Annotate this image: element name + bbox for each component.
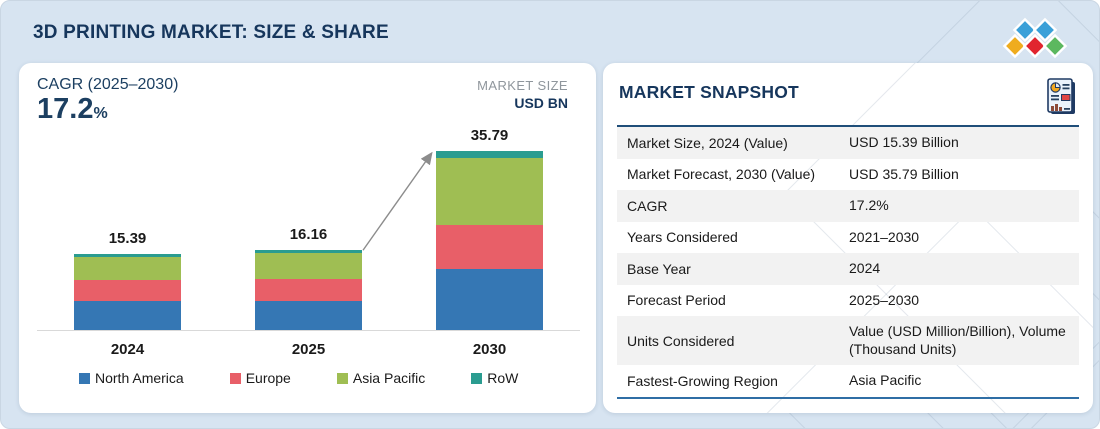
legend-item-asia-pacific: Asia Pacific: [336, 370, 426, 387]
bar-total-label: 35.79: [470, 127, 509, 145]
bar-segment-europe: [255, 279, 362, 301]
bar-column: 15.39 2024: [37, 124, 218, 358]
market-size-label: MARKET SIZE: [477, 78, 568, 93]
bar-segment-row: [436, 151, 543, 159]
brand-logo: [997, 17, 1073, 72]
bar-column: 16.16 2025: [218, 124, 399, 358]
snapshot-row-label: CAGR: [627, 197, 668, 214]
cagr-label: CAGR (2025–2030): [37, 76, 179, 93]
market-size-unit: USD BN: [514, 95, 568, 111]
legend-swatch: [229, 372, 241, 384]
bar-column: 35.79 2030: [399, 124, 580, 358]
legend-swatch: [336, 372, 348, 384]
stacked-bar-chart: 15.39 2024 16.16 2025 35.79 2030: [37, 124, 580, 358]
snapshot-row-value: Value (USD Million/Billion), Volume (Tho…: [849, 323, 1066, 357]
stacked-bar: [436, 151, 543, 331]
snapshot-row: Market Size, 2024 (Value) USD 15.39 Billi…: [617, 127, 1079, 159]
snapshot-row: Fastest-Growing Region Asia Pacific: [617, 365, 1079, 397]
snapshot-row-value: Asia Pacific: [849, 372, 922, 388]
market-size-unit-block: MARKET SIZE USD BN: [477, 76, 568, 124]
snapshot-row-value: USD 15.39 Billion: [849, 134, 959, 150]
snapshot-row-label: Units Considered: [627, 332, 735, 349]
snapshot-row: Units Considered Value (USD Million/Billi…: [617, 316, 1079, 365]
bar-segment-asia-pacific: [74, 257, 181, 281]
snapshot-row-label: Fastest-Growing Region: [627, 372, 778, 389]
bar-segment-row: [255, 249, 362, 254]
cagr-value: 17.2%: [37, 94, 178, 124]
bar-segment-row: [74, 253, 181, 258]
bar-segment-north-america: [255, 300, 362, 331]
snapshot-row-value: 2021–2030: [849, 228, 920, 245]
snapshot-row-label: Forecast Period: [627, 292, 726, 309]
snapshot-row-value: 17.2%: [849, 197, 889, 213]
chart-panel-header: CAGR (2025–2030) 17.2% MARKET SIZE USD B…: [19, 63, 596, 124]
cagr-block: CAGR (2025–2030) 17.2%: [37, 76, 178, 124]
page-title: 3D PRINTING MARKET: SIZE & SHARE: [33, 22, 389, 43]
brand-diamonds-icon: [1002, 17, 1068, 59]
chart-panel: CAGR (2025–2030) 17.2% MARKET SIZE USD B…: [19, 63, 596, 413]
legend-swatch: [471, 372, 483, 384]
snapshot-row-value: 2025–2030: [849, 291, 920, 308]
snapshot-title: MARKET SNAPSHOT: [619, 82, 799, 102]
legend-label: RoW: [487, 370, 519, 387]
bar-total-label: 15.39: [108, 229, 147, 247]
bar-segment-north-america: [436, 269, 543, 331]
x-axis-tick-label: 2025: [291, 341, 326, 359]
x-axis-line: [37, 330, 580, 332]
report-icon: [1047, 78, 1075, 114]
snapshot-row-label: Market Size, 2024 (Value): [627, 134, 788, 151]
snapshot-row: Base Year 2024: [617, 253, 1079, 285]
legend-label: Asia Pacific: [352, 370, 426, 387]
snapshot-header-divider: [617, 125, 1079, 127]
cagr-percent-sign: %: [93, 105, 108, 122]
snapshot-row-value: 2024: [849, 260, 881, 276]
bar-segment-asia-pacific: [436, 158, 543, 226]
cagr-number: 17.2: [37, 93, 94, 125]
chart-legend: North America Europe Asia Pacific RoW: [19, 370, 596, 386]
bar-columns: 15.39 2024 16.16 2025 35.79 2030: [37, 124, 580, 358]
legend-label: North America: [95, 370, 184, 387]
bar-segment-north-america: [74, 301, 181, 331]
snapshot-row-label: Market Forecast, 2030 (Value): [627, 166, 816, 183]
snapshot-header: MARKET SNAPSHOT: [603, 63, 1093, 125]
stacked-bar: [255, 249, 362, 331]
snapshot-table: Market Size, 2024 (Value) USD 15.39 Billi…: [617, 127, 1079, 399]
bar-total-label: 16.16: [289, 225, 328, 243]
legend-swatch: [79, 372, 90, 384]
x-axis-tick-label: 2024: [110, 341, 145, 359]
snapshot-row-value: USD 35.79 Billion: [849, 165, 959, 182]
snapshot-row-label: Years Considered: [627, 229, 738, 246]
snapshot-row: CAGR 17.2%: [617, 190, 1079, 222]
legend-item-row: RoW: [471, 370, 518, 386]
legend-item-europe: Europe: [229, 370, 291, 387]
snapshot-row: Years Considered 2021–2030: [617, 222, 1079, 254]
bar-segment-europe: [436, 225, 543, 270]
bar-segment-asia-pacific: [255, 253, 362, 280]
snapshot-row-label: Base Year: [627, 260, 691, 277]
snapshot-row: Market Forecast, 2030 (Value) USD 35.79 B…: [617, 159, 1079, 191]
x-axis-tick-label: 2030: [472, 341, 507, 359]
stacked-bar: [74, 253, 181, 331]
bar-segment-europe: [74, 280, 181, 302]
snapshot-row: Forecast Period 2025–2030: [617, 285, 1079, 317]
legend-label: Europe: [245, 370, 291, 387]
legend-item-north-america: North America: [79, 370, 184, 386]
snapshot-panel: MARKET SNAPSHOT Market Size, 2024 (Value…: [603, 63, 1093, 413]
